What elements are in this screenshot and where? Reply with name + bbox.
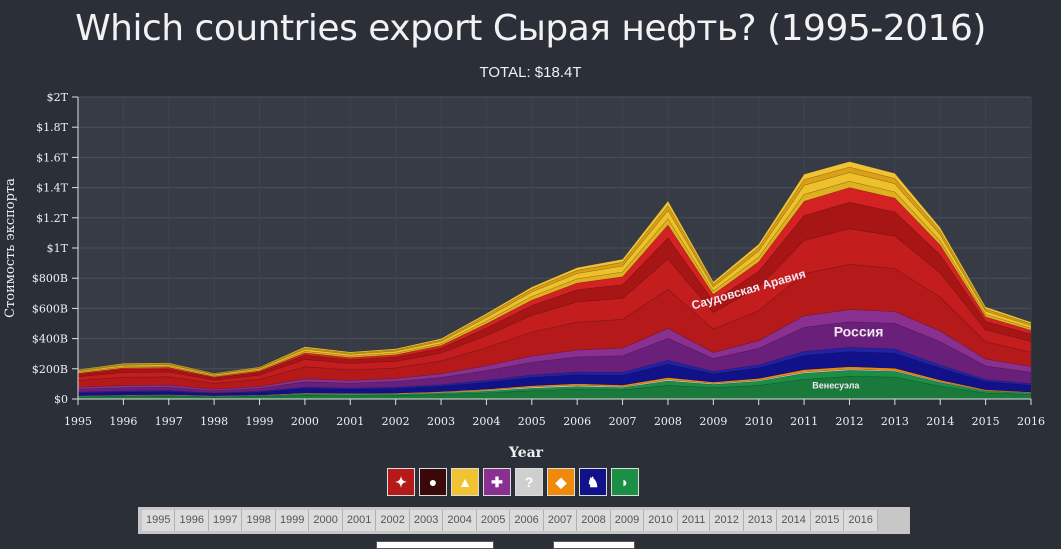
x-tick-label: 2001 — [336, 415, 364, 428]
x-tick-label: 2008 — [654, 415, 682, 428]
x-axis-label: Year — [508, 445, 544, 461]
chart-subtitle: TOTAL: $18.4T — [479, 64, 582, 81]
y-tick-label: $800B — [32, 272, 68, 285]
timeline-year-2015[interactable]: 2015 — [810, 510, 845, 531]
timeline-year-2006[interactable]: 2006 — [510, 510, 544, 531]
x-tick-label: 2000 — [291, 415, 319, 428]
asia-icon: ✦ — [395, 473, 407, 490]
y-axis: $0 $200B $400B $600B $800B $1T $1.2T $1.4T $1.6T… — [32, 91, 79, 406]
y-tick-label: $1.4T — [36, 182, 68, 195]
area-series-15[interactable] — [77, 161, 1032, 375]
legend-antarctica-button[interactable]: ● — [419, 468, 447, 496]
timeline-year-2004[interactable]: 2004 — [443, 510, 477, 531]
timeline-control-left[interactable] — [376, 541, 494, 549]
timeline-year-2011[interactable]: 2011 — [677, 510, 711, 531]
y-tick-label: $1.8T — [36, 121, 68, 134]
timeline-year-2016[interactable]: 2016 — [844, 510, 878, 531]
x-tick-label: 2016 — [1017, 415, 1045, 428]
antarctica-icon: ● — [428, 474, 438, 490]
y-axis-label: Стоимость экспорта — [3, 178, 18, 318]
legend-asia-button[interactable]: ✦ — [387, 468, 415, 496]
x-tick-label: 2006 — [563, 415, 591, 428]
timeline-year-2010[interactable]: 2010 — [644, 510, 678, 531]
timeline-year-1997[interactable]: 1997 — [208, 510, 243, 531]
series-annotation: Венесуэла — [812, 380, 860, 390]
x-axis: 1995 1996 1997 1998 1999 2000 2001 2002 2003 2004… — [64, 398, 1045, 428]
x-tick-label: 1995 — [64, 415, 92, 428]
timeline-year-2014[interactable]: 2014 — [777, 510, 811, 531]
y-tick-label: $0 — [54, 393, 68, 406]
x-tick-label: 2015 — [972, 415, 1000, 428]
x-tick-label: 2012 — [835, 415, 863, 428]
y-tick-label: $400B — [32, 333, 68, 346]
y-tick-label: $1T — [47, 242, 69, 255]
legend-north-america-button[interactable]: ♞ — [579, 468, 607, 496]
timeline-year-1996[interactable]: 1996 — [175, 510, 209, 531]
legend-south-america-button[interactable]: ◗ — [611, 468, 639, 496]
area-series-11[interactable] — [77, 187, 1032, 379]
area-series-9[interactable] — [77, 228, 1032, 384]
timeline-year-2013[interactable]: 2013 — [743, 510, 778, 531]
north-america-icon: ♞ — [586, 473, 600, 490]
region-legend: ✦ ● ▲ ✚? ◆ ♞ ◗ — [387, 468, 639, 496]
x-tick-label: 2013 — [881, 415, 909, 428]
legend-oceania-button[interactable]: ◆ — [547, 468, 575, 496]
y-tick-label: $1.6T — [36, 151, 68, 164]
chart-title: Which countries export Сырая нефть? (199… — [75, 8, 986, 49]
area-series-13[interactable] — [77, 172, 1032, 377]
africa-icon: ▲ — [458, 474, 472, 490]
x-tick-label: 2014 — [926, 415, 954, 428]
timeline-control-right[interactable] — [553, 541, 635, 549]
timeline-year-2007[interactable]: 2007 — [543, 510, 578, 531]
x-tick-label: 2007 — [609, 415, 637, 428]
timeline-year-2003[interactable]: 2003 — [409, 510, 444, 531]
y-tick-label: $1.2T — [36, 212, 68, 225]
timeline-year-2012[interactable]: 2012 — [710, 510, 744, 531]
legend-africa-button[interactable]: ▲ — [451, 468, 479, 496]
year-timeline[interactable]: 1995 1996 1997 1998 1999 2000 2001 2002 2003 2004… — [138, 507, 910, 534]
timeline-year-2000[interactable]: 2000 — [309, 510, 343, 531]
series-annotation: Россия — [834, 323, 884, 339]
x-tick-label: 2005 — [518, 415, 546, 428]
x-tick-label: 2002 — [382, 415, 410, 428]
area-series-10[interactable] — [77, 202, 1032, 381]
x-tick-label: 2011 — [790, 415, 818, 428]
x-tick-label: 2004 — [472, 415, 500, 428]
south-america-icon: ◗ — [620, 474, 630, 490]
x-tick-label: 1999 — [246, 415, 274, 428]
unknown-icon: ? — [524, 474, 534, 490]
y-tick-label: $600B — [32, 302, 68, 315]
timeline-year-2008[interactable]: 2008 — [577, 510, 611, 531]
y-tick-label: $200B — [32, 363, 68, 376]
timeline-year-2001[interactable]: 2001 — [342, 510, 377, 531]
timeline-year-2009[interactable]: 2009 — [610, 510, 645, 531]
legend-europe-button[interactable]: ✚ — [483, 468, 511, 496]
x-tick-label: 1997 — [155, 415, 183, 428]
area-series-14[interactable] — [77, 166, 1032, 375]
x-tick-label: 1998 — [200, 415, 228, 428]
x-tick-label: 1996 — [109, 415, 137, 428]
x-tick-label: 2010 — [745, 415, 773, 428]
europe-icon: ✚ — [491, 473, 503, 490]
x-tick-label: 2003 — [427, 415, 455, 428]
timeline-year-1998[interactable]: 1998 — [242, 510, 276, 531]
y-tick-label: $2T — [47, 91, 69, 104]
legend-unknown-button[interactable]: ? — [515, 468, 543, 496]
area-series — [77, 161, 1032, 400]
area-series-8[interactable] — [77, 263, 1032, 390]
timeline-year-1995[interactable]: 1995 — [142, 510, 176, 531]
timeline-year-2005[interactable]: 2005 — [476, 510, 511, 531]
oceania-icon: ◆ — [555, 473, 567, 490]
x-tick-label: 2009 — [699, 415, 727, 428]
timeline-year-2002[interactable]: 2002 — [376, 510, 410, 531]
timeline-year-1999[interactable]: 1999 — [275, 510, 310, 531]
